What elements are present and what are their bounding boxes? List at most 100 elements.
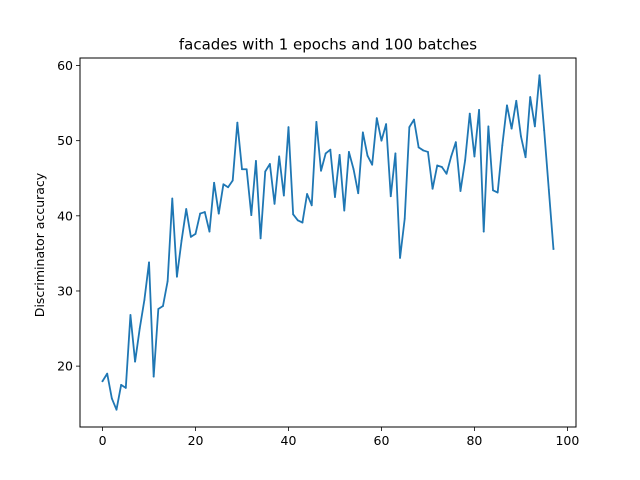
data-point: [464, 159, 467, 162]
y-tick-label: 60: [57, 58, 73, 73]
data-point: [259, 237, 262, 240]
data-point: [194, 232, 197, 235]
data-point: [510, 127, 513, 130]
data-point: [115, 408, 118, 411]
data-point: [101, 380, 104, 383]
series-line: [101, 74, 555, 411]
x-tick-label: 0: [99, 433, 107, 448]
y-tick-label: 30: [57, 283, 73, 298]
data-point: [278, 155, 281, 158]
data-point: [436, 164, 439, 167]
data-point: [320, 169, 322, 172]
data-point: [282, 194, 285, 197]
x-tick-label: 60: [374, 433, 390, 448]
data-point: [129, 314, 132, 316]
y-tick-label: 40: [57, 208, 73, 223]
data-points: [101, 74, 555, 411]
data-point: [250, 214, 253, 216]
data-point: [459, 190, 462, 192]
data-point: [520, 135, 522, 138]
data-point: [143, 299, 146, 301]
y-tick-label: 50: [57, 133, 73, 148]
data-point: [124, 387, 127, 389]
data-point: [287, 126, 290, 129]
data-point: [301, 221, 304, 224]
data-point: [361, 131, 364, 134]
data-point: [357, 192, 360, 195]
data-point: [543, 129, 546, 132]
plot-area: [80, 58, 576, 427]
data-point: [501, 144, 504, 147]
data-point: [408, 126, 411, 129]
data-point: [403, 217, 406, 220]
data-point: [245, 168, 248, 171]
data-point: [399, 257, 401, 259]
x-tick-label: 20: [188, 433, 204, 448]
data-point: [427, 151, 429, 153]
data-point: [110, 397, 113, 400]
data-point: [134, 360, 136, 363]
data-point: [533, 125, 536, 128]
data-point: [264, 170, 267, 173]
data-point: [120, 384, 123, 386]
x-tick-label: 40: [281, 433, 297, 448]
data-point: [148, 261, 150, 264]
data-point: [450, 155, 453, 158]
data-point: [524, 156, 527, 159]
data-point: [366, 154, 369, 157]
data-point: [166, 280, 169, 283]
data-point: [380, 139, 383, 142]
data-point: [417, 146, 420, 149]
data-point: [547, 188, 550, 191]
data-point: [236, 121, 239, 124]
data-point: [538, 74, 541, 77]
data-point: [217, 212, 220, 215]
data-point: [468, 112, 471, 115]
data-point: [334, 196, 336, 198]
data-point: [529, 96, 532, 98]
y-axis-label: Discriminator accuracy: [32, 172, 47, 317]
data-point: [157, 308, 160, 310]
data-point: [329, 148, 332, 151]
data-point: [371, 163, 374, 166]
x-tick-label: 80: [466, 433, 482, 448]
data-point: [213, 181, 216, 184]
data-point: [306, 193, 308, 195]
data-point: [496, 191, 499, 194]
data-point: [152, 375, 155, 378]
data-point: [310, 204, 313, 207]
data-point: [473, 155, 476, 158]
data-point: [413, 118, 415, 121]
data-point: [422, 149, 425, 152]
data-point: [273, 202, 276, 205]
data-point: [241, 168, 243, 171]
data-point: [431, 187, 434, 190]
data-point: [106, 372, 109, 375]
data-point: [352, 168, 355, 171]
data-point: [292, 213, 295, 216]
data-point: [162, 305, 164, 307]
data-point: [482, 230, 485, 233]
data-point: [208, 230, 211, 233]
data-point: [268, 163, 271, 165]
data-point: [255, 160, 257, 162]
data-point: [454, 141, 457, 144]
data-point: [338, 154, 341, 156]
data-point: [487, 125, 490, 128]
data-point: [171, 197, 174, 200]
data-point: [203, 211, 206, 213]
data-point: [138, 327, 141, 330]
data-point: [180, 239, 183, 242]
data-point: [343, 209, 346, 212]
x-axis: 0 20 40 60 80 100: [99, 427, 579, 448]
data-point: [296, 219, 299, 222]
data-point: [222, 183, 225, 186]
data-point: [231, 179, 234, 182]
data-point: [227, 186, 229, 189]
data-point: [315, 120, 318, 123]
plot-frame: [79, 57, 577, 428]
chart-title: facades with 1 epochs and 100 batches: [179, 36, 477, 54]
data-point: [348, 151, 350, 153]
data-point: [324, 152, 327, 155]
data-point: [375, 117, 378, 120]
